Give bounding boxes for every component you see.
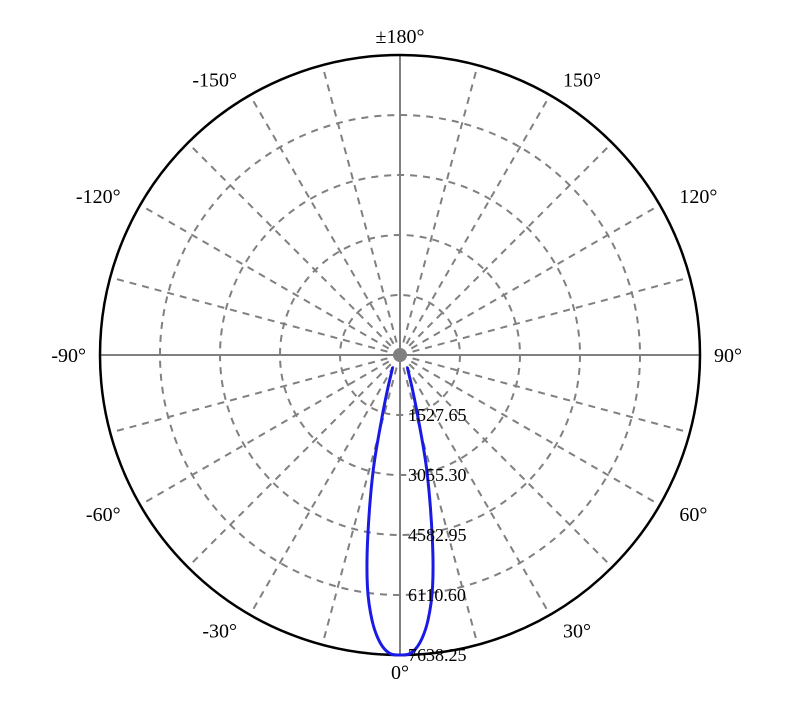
- grid-spoke: [400, 277, 690, 355]
- angle-label: 0°: [391, 662, 409, 684]
- angle-label: -120°: [76, 186, 121, 208]
- ring-label: 4582.95: [408, 525, 467, 545]
- grid-spoke: [322, 355, 400, 645]
- grid-spoke: [322, 65, 400, 355]
- angle-label: 90°: [714, 345, 742, 367]
- grid-spoke: [400, 205, 660, 355]
- grid-spoke: [110, 355, 400, 433]
- grid-spoke: [140, 355, 400, 505]
- angle-label: 120°: [679, 186, 717, 208]
- angle-label: -150°: [192, 70, 237, 92]
- ring-label: 3055.30: [408, 465, 467, 485]
- grid-spoke: [140, 205, 400, 355]
- angle-label: 60°: [679, 504, 707, 526]
- grid-spoke: [400, 143, 612, 355]
- polar-grid: [100, 55, 700, 655]
- grid-spoke: [250, 355, 400, 615]
- angle-label: -90°: [51, 345, 86, 367]
- angle-label: 150°: [563, 70, 601, 92]
- grid-spoke: [400, 65, 478, 355]
- angle-label: 30°: [563, 620, 591, 642]
- polar-chart: 1527.65 3055.30 4582.95 6110.60 7638.250° 30°…: [0, 0, 800, 709]
- ring-label: 1527.65: [408, 405, 467, 425]
- grid-spoke: [400, 95, 550, 355]
- ring-label: 7638.25: [408, 645, 467, 665]
- grid-spoke: [250, 95, 400, 355]
- grid-spoke: [188, 143, 400, 355]
- angle-label: ±180°: [376, 26, 425, 48]
- angle-label: -60°: [86, 504, 121, 526]
- angle-label: -30°: [202, 620, 237, 642]
- grid-spoke: [110, 277, 400, 355]
- ring-label: 6110.60: [408, 585, 466, 605]
